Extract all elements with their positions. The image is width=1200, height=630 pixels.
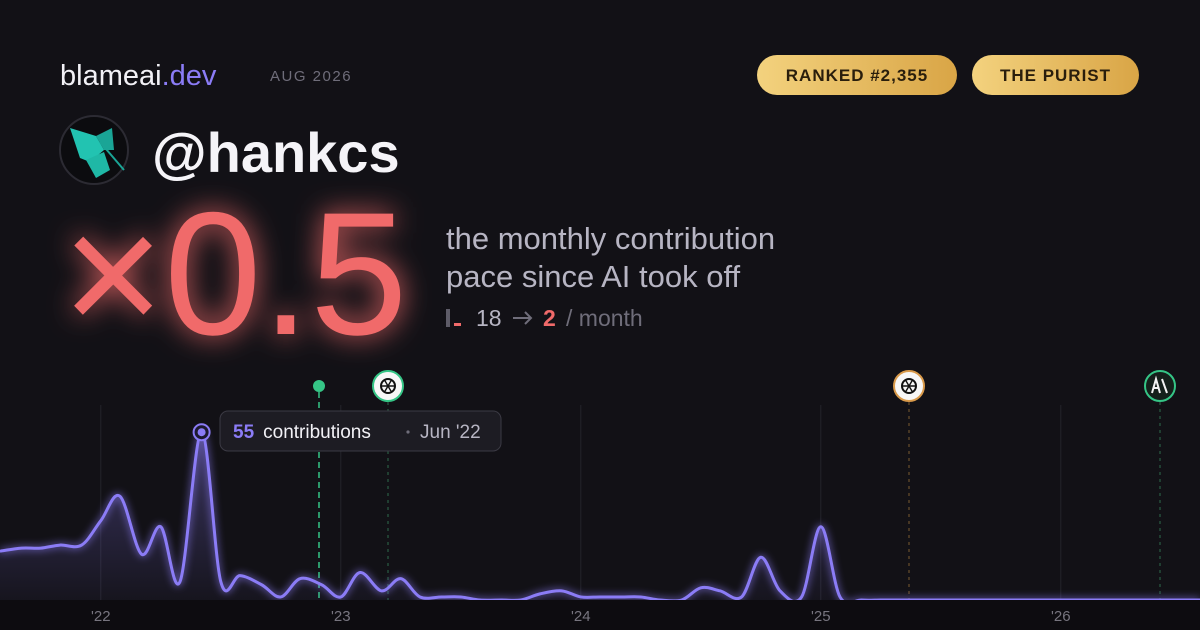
x-axis-band <box>0 600 1200 630</box>
x-tick-label: '26 <box>1051 608 1071 625</box>
area <box>0 432 1200 604</box>
tooltip-value: 55 <box>233 422 255 443</box>
model-icon <box>893 370 925 402</box>
pace-arrow <box>513 311 533 325</box>
handle: @hankcs <box>152 121 400 184</box>
brand-name: blameai <box>60 60 162 92</box>
caption-line: pace since AI took off <box>446 259 741 294</box>
event-dot <box>313 380 325 392</box>
x-axis: '22 '23 '24 '25 '26 <box>91 608 1071 625</box>
badge-label: RANKED #2,355 <box>786 66 928 85</box>
x-tick-label: '24 <box>571 608 591 625</box>
badge-label: THE PURIST <box>1000 66 1111 85</box>
caption-line: the monthly contribution <box>446 221 775 256</box>
multiplier: ×0.5 <box>62 177 407 372</box>
brand: blameai.dev <box>60 60 217 92</box>
brand-tld: .dev <box>162 60 217 92</box>
x-tick-label: '23 <box>331 608 351 625</box>
x-tick-label: '25 <box>811 608 831 625</box>
pace-after: 2 <box>543 305 556 331</box>
badges: RANKED #2,355 THE PURIST <box>757 55 1139 95</box>
tooltip-label: contributions <box>263 422 371 443</box>
tooltip-date: Jun '22 <box>420 422 481 443</box>
badge <box>757 55 957 95</box>
x-tick-label: '22 <box>91 608 111 625</box>
tooltip: 55 contributions Jun '22 <box>219 410 502 452</box>
pace-before: 18 <box>476 305 502 331</box>
pace-icon <box>446 309 450 327</box>
pace-icon <box>454 323 461 326</box>
tooltip-separator <box>406 430 410 434</box>
highlight-point <box>197 428 206 437</box>
tooltip-text: 55 contributions <box>233 422 371 443</box>
badge <box>972 55 1139 95</box>
date: AUG 2026 <box>270 68 352 85</box>
pace-unit: / month <box>566 305 643 331</box>
tooltip-box <box>219 410 502 452</box>
avatar <box>59 115 129 185</box>
model-icon <box>1144 370 1176 402</box>
model-icon <box>372 370 404 402</box>
